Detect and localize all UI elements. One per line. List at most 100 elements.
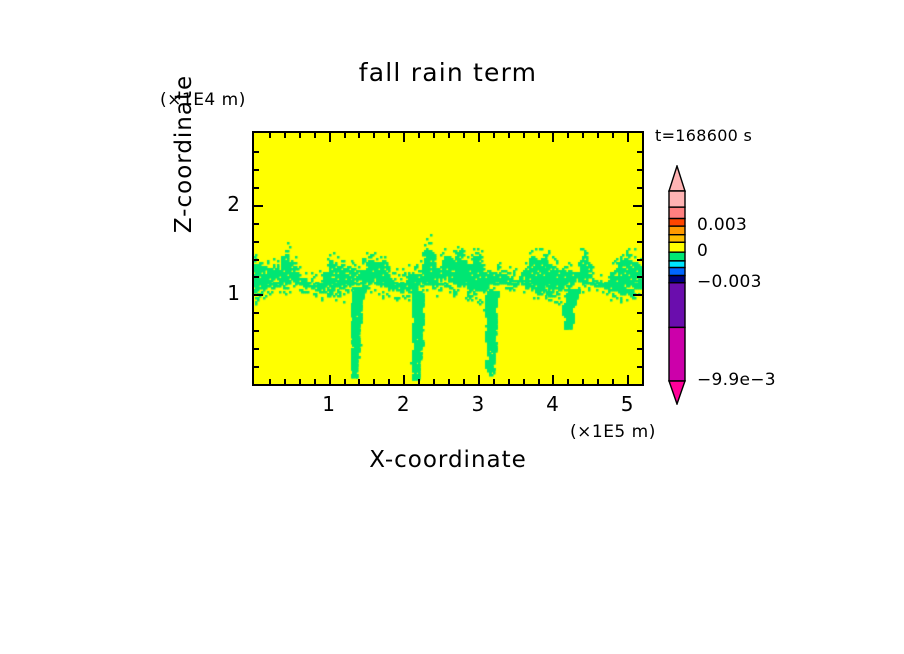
colorbar-band (668, 260, 686, 269)
colorbar-band (668, 251, 686, 262)
y-tick-minor-right (637, 276, 642, 278)
x-tick-minor-top (388, 133, 390, 138)
x-tick-minor-top (508, 133, 510, 138)
y-tick-minor (254, 187, 259, 189)
x-tick-label: 2 (396, 392, 410, 416)
colorbar-tick-label: 0.003 (697, 215, 748, 236)
y-tick-minor-right (637, 169, 642, 171)
colorbar-band (668, 206, 686, 220)
x-tick-minor-top (344, 133, 346, 138)
y-tick-minor-right (637, 366, 642, 368)
x-tick-minor (612, 379, 614, 384)
x-tick-major (552, 375, 554, 384)
y-tick-minor (254, 169, 259, 171)
x-tick-minor (463, 379, 465, 384)
x-tick-minor-top (597, 133, 599, 138)
x-tick-minor (433, 379, 435, 384)
x-tick-minor-top (418, 133, 420, 138)
y-tick-label: 2 (227, 191, 240, 216)
y-axis-unit-label: (×1E4 m) (160, 90, 246, 110)
x-tick-minor (358, 379, 360, 384)
x-tick-minor-top (523, 133, 525, 138)
x-tick-minor (418, 379, 420, 384)
x-tick-minor-top (582, 133, 584, 138)
y-tick-minor-right (637, 151, 642, 153)
y-tick-major-right (633, 205, 642, 207)
x-tick-minor-top (284, 133, 286, 138)
contour-plot-area (252, 131, 644, 386)
y-tick-minor (254, 259, 259, 261)
x-tick-minor (508, 379, 510, 384)
y-tick-minor-right (637, 312, 642, 314)
colorbar-band (668, 217, 686, 227)
x-tick-minor (493, 379, 495, 384)
y-tick-minor (254, 348, 259, 350)
y-tick-major (254, 294, 263, 296)
colorbar-band (668, 233, 686, 243)
x-tick-minor (314, 379, 316, 384)
colorbar-swatches (668, 165, 686, 405)
x-tick-major (627, 375, 629, 384)
y-tick-major-right (633, 294, 642, 296)
x-tick-minor (582, 379, 584, 384)
x-tick-minor-top (269, 133, 271, 138)
x-tick-minor-top (538, 133, 540, 138)
x-tick-minor (538, 379, 540, 384)
colorbar-tick-label: 0 (697, 241, 709, 262)
colorbar-band (668, 241, 686, 253)
colorbar-band (668, 225, 686, 236)
x-tick-label: 1 (322, 392, 335, 416)
colorbar-band (668, 274, 686, 284)
x-tick-major-top (552, 133, 554, 142)
x-axis-title: X-coordinate (369, 447, 527, 473)
x-tick-major (403, 375, 405, 384)
colorbar-tick-label: −9.9e−3 (697, 370, 776, 390)
colorbar-band (668, 282, 686, 329)
y-tick-minor (254, 151, 259, 153)
x-tick-minor-top (612, 133, 614, 138)
x-tick-minor (344, 379, 346, 384)
x-tick-minor (388, 379, 390, 384)
x-tick-minor-top (448, 133, 450, 138)
x-tick-minor (299, 379, 301, 384)
x-tick-minor-top (373, 133, 375, 138)
colorbar-band (668, 190, 686, 208)
y-tick-minor (254, 330, 259, 332)
x-tick-major-top (478, 133, 480, 142)
y-tick-minor (254, 241, 259, 243)
colorbar-band (668, 326, 686, 382)
y-tick-minor (254, 223, 259, 225)
x-axis-unit-label: (×1E5 m) (570, 422, 656, 442)
x-tick-minor (284, 379, 286, 384)
colorbar-cap-max (668, 165, 686, 192)
y-tick-minor (254, 366, 259, 368)
y-tick-major (254, 205, 263, 207)
x-tick-minor-top (314, 133, 316, 138)
x-tick-minor (567, 379, 569, 384)
x-tick-minor (597, 379, 599, 384)
y-tick-label: 1 (227, 281, 240, 306)
x-tick-minor (448, 379, 450, 384)
x-tick-label: 5 (620, 392, 634, 416)
colorbar-cap-min (668, 380, 686, 405)
y-tick-minor-right (637, 223, 642, 225)
x-tick-minor-top (493, 133, 495, 138)
y-tick-minor (254, 312, 259, 314)
y-tick-minor-right (637, 187, 642, 189)
x-tick-label: 3 (471, 392, 485, 416)
colorbar-tick-label: −0.003 (697, 271, 762, 292)
y-tick-minor-right (637, 348, 642, 350)
x-tick-major (329, 375, 331, 384)
x-tick-minor-top (299, 133, 301, 138)
x-tick-major-top (627, 133, 629, 142)
x-tick-minor-top (567, 133, 569, 138)
x-tick-label: 4 (546, 392, 559, 416)
page-title: fall rain term (358, 58, 538, 87)
y-tick-minor-right (637, 259, 642, 261)
y-tick-minor-right (637, 241, 642, 243)
x-tick-minor-top (463, 133, 465, 138)
y-axis-title: Z-coordinate (171, 74, 197, 234)
y-tick-minor (254, 276, 259, 278)
y-tick-minor-right (637, 330, 642, 332)
